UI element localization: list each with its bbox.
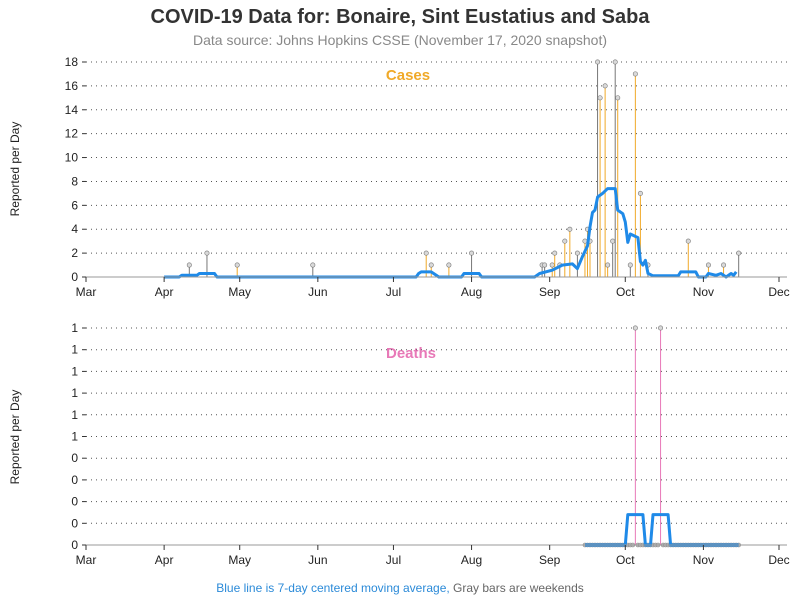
cases-y-tick-label: 12 [65, 127, 79, 141]
cases-daily-point [736, 250, 742, 256]
deaths-x-tick-label: Apr [155, 553, 174, 567]
cases-daily-point [234, 262, 240, 268]
deaths-y-tick-label: 1 [71, 408, 78, 422]
cases-daily-point [632, 71, 638, 77]
cases-x-tick-label: Nov [693, 285, 714, 299]
cases-daily-point [627, 262, 633, 268]
cases-daily-point [549, 262, 555, 268]
footnote: Blue line is 7-day centered moving avera… [216, 581, 584, 595]
cases-daily-point [310, 262, 316, 268]
cases-x-tick-label: May [228, 285, 251, 299]
deaths-x-tick-label: May [228, 553, 251, 567]
cases-daily-point [574, 250, 580, 256]
cases-x-tick-label: Sep [539, 285, 561, 299]
cases-daily-point [567, 226, 573, 232]
deaths-y-tick-label: 1 [71, 343, 78, 357]
deaths-y-tick-label: 1 [71, 364, 78, 378]
cases-daily-point [552, 250, 558, 256]
cases-daily-point [204, 250, 210, 256]
cases-y-tick-label: 4 [71, 222, 78, 236]
cases-daily-point [605, 262, 611, 268]
deaths-moving-average-line [585, 513, 739, 547]
cases-daily-point [612, 59, 618, 65]
deaths-y-tick-label: 1 [71, 430, 78, 444]
cases-daily-point [595, 59, 601, 65]
deaths-y-tick-label: 0 [71, 538, 78, 552]
deaths-daily-point [632, 325, 638, 331]
footnote-average: Blue line is 7-day centered moving avera… [216, 581, 449, 595]
cases-x-tick-label: Oct [616, 285, 635, 299]
cases-x-tick-label: Jun [308, 285, 327, 299]
deaths-y-tick-label: 1 [71, 321, 78, 335]
deaths-panel: Reported per Day Deaths 0 0 0 0 0 1 1 1 1 1 1 Mar A… [8, 321, 790, 567]
cases-y-tick-label: 8 [71, 174, 78, 188]
deaths-x-tick-label: Sep [539, 553, 561, 567]
cases-daily-point [721, 262, 727, 268]
cases-x-tick-label: Jul [386, 285, 401, 299]
deaths-daily-point [658, 325, 664, 331]
cases-moving-average-line [164, 187, 738, 279]
cases-daily-point [428, 262, 434, 268]
deaths-y-tick-label: 1 [71, 386, 78, 400]
cases-daily-point [562, 238, 568, 244]
cases-y-tick-label: 16 [65, 79, 79, 93]
cases-y-tick-label: 0 [71, 270, 78, 284]
cases-daily-point [685, 238, 691, 244]
chart-title: COVID-19 Data for: Bonaire, Sint Eustati… [151, 6, 651, 28]
cases-daily-point [615, 95, 621, 101]
cases-daily-point [602, 83, 608, 89]
cases-y-axis-label: Reported per Day [8, 122, 22, 217]
chart-subtitle: Data source: Johns Hopkins CSSE (Novembe… [193, 32, 607, 48]
deaths-y-axis-label: Reported per Day [8, 390, 22, 485]
deaths-x-tick-label: Aug [461, 553, 482, 567]
cases-panel: Reported per Day Cases 0 2 4 6 8 10 12 14 16 18 M… [8, 55, 790, 299]
cases-y-tick-label: 2 [71, 246, 78, 260]
cases-daily-point [597, 95, 603, 101]
cases-y-tick-label: 18 [65, 55, 79, 69]
cases-x-tick-label: Aug [461, 285, 482, 299]
deaths-x-tick-label: Mar [76, 553, 97, 567]
cases-daily-point [637, 190, 643, 196]
cases-daily-point [542, 262, 548, 268]
cases-daily-point [446, 262, 452, 268]
deaths-y-tick-label: 0 [71, 495, 78, 509]
deaths-x-tick-label: Jun [308, 553, 327, 567]
deaths-x-tick-label: Oct [616, 553, 635, 567]
cases-y-tick-label: 6 [71, 198, 78, 212]
cases-x-tick-label: Mar [76, 285, 97, 299]
cases-daily-point [469, 250, 475, 256]
footnote-weekends: Gray bars are weekends [450, 581, 584, 595]
cases-y-tick-label: 14 [65, 103, 79, 117]
deaths-y-tick-label: 0 [71, 516, 78, 530]
cases-daily-point [705, 262, 711, 268]
cases-y-tick-label: 10 [65, 151, 79, 165]
deaths-x-tick-label: Jul [386, 553, 401, 567]
cases-daily-point [423, 250, 429, 256]
deaths-y-tick-label: 0 [71, 451, 78, 465]
deaths-x-tick-label: Nov [693, 553, 714, 567]
cases-daily-point [186, 262, 192, 268]
deaths-panel-title: Deaths [386, 345, 436, 362]
cases-x-tick-label: Dec [768, 285, 789, 299]
deaths-y-tick-label: 0 [71, 473, 78, 487]
cases-panel-title: Cases [386, 67, 430, 84]
cases-daily-point [610, 238, 616, 244]
cases-x-tick-label: Apr [155, 285, 174, 299]
deaths-x-tick-label: Dec [768, 553, 789, 567]
